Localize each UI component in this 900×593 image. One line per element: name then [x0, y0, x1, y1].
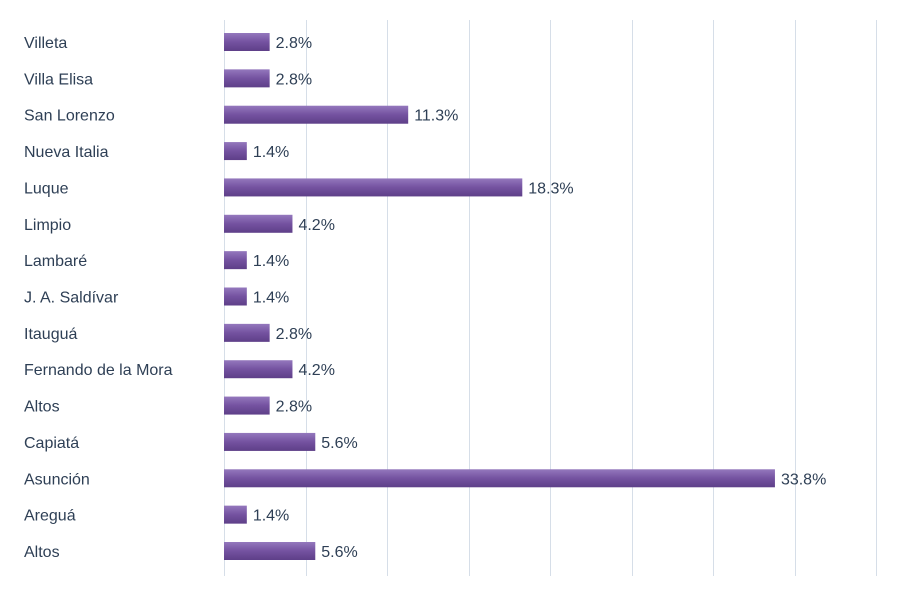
data-label: 5.6% — [321, 435, 357, 452]
data-label: 2.8% — [276, 326, 312, 343]
bar — [224, 142, 247, 161]
category-label: Fernando de la Mora — [24, 362, 173, 379]
data-label: 4.2% — [298, 217, 334, 234]
category-label: Itauguá — [24, 326, 77, 343]
bar — [224, 33, 270, 51]
bar — [224, 432, 316, 451]
bar — [224, 396, 270, 415]
data-label: 33.8% — [781, 471, 826, 488]
bar — [224, 251, 247, 270]
bar — [224, 287, 247, 306]
category-label: Nueva Italia — [24, 144, 109, 161]
category-label: Luque — [24, 180, 69, 197]
category-label: J. A. Saldívar — [24, 290, 119, 307]
category-label: San Lorenzo — [24, 108, 115, 125]
category-label: Altos — [24, 544, 60, 561]
category-label: Asunción — [24, 471, 90, 488]
bar — [224, 214, 293, 233]
bar — [224, 323, 270, 342]
data-label: 2.8% — [276, 71, 312, 88]
category-label: Limpio — [24, 217, 71, 234]
data-label: 2.8% — [276, 35, 312, 52]
category-label: Lambaré — [24, 253, 87, 270]
category-label: Capiatá — [24, 435, 79, 452]
bar — [224, 542, 316, 560]
data-label: 1.4% — [253, 253, 289, 270]
category-label: Villa Elisa — [24, 71, 93, 88]
bar — [224, 69, 270, 88]
data-label: 1.4% — [253, 290, 289, 307]
bar — [224, 360, 293, 379]
data-label: 5.6% — [321, 544, 357, 561]
data-label: 4.2% — [298, 362, 334, 379]
category-label: Altos — [24, 399, 60, 416]
data-label: 11.3% — [414, 108, 458, 125]
bar — [224, 505, 247, 524]
data-label: 18.3% — [528, 180, 573, 197]
bar — [224, 469, 775, 488]
bar — [224, 178, 523, 197]
data-label: 1.4% — [253, 144, 289, 161]
data-label: 1.4% — [253, 508, 289, 525]
bar — [224, 105, 409, 124]
category-label: Villeta — [24, 35, 67, 52]
category-label: Areguá — [24, 508, 76, 525]
data-label: 2.8% — [276, 399, 312, 416]
